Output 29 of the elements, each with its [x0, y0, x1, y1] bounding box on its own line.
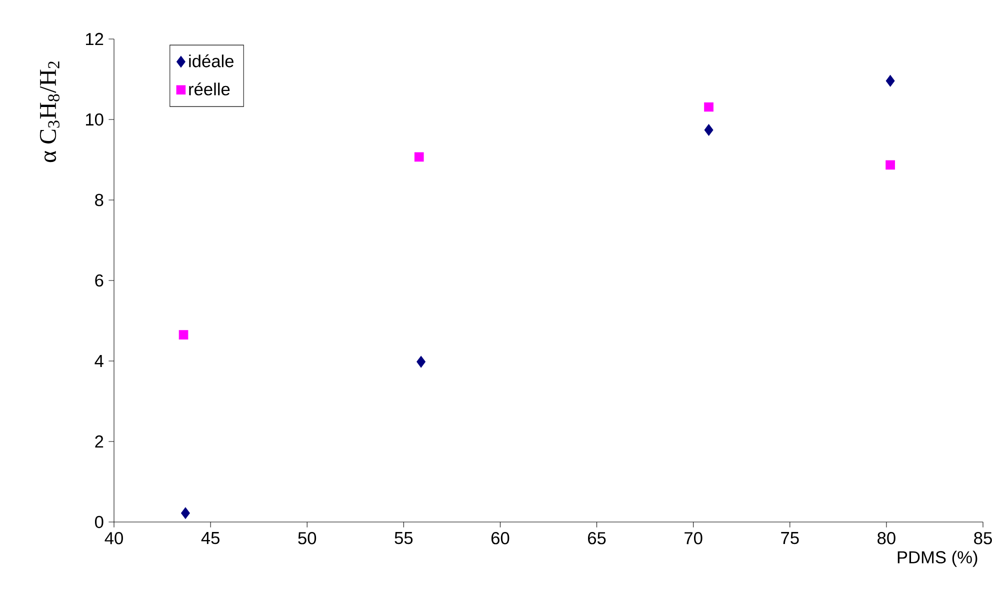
x-tick-label: 80	[878, 532, 896, 544]
x-tick-label: 65	[588, 532, 606, 544]
point	[414, 152, 424, 162]
legend-label: idéale	[189, 54, 234, 68]
x-tick-label: 60	[491, 532, 510, 544]
y-tick-label: 0	[94, 516, 104, 528]
y-axis-title: α C$_{3}$H$_{8}$/H$_{2}$	[40, 61, 60, 162]
x-tick-label: 75	[781, 532, 799, 544]
y-tick-label: 8	[95, 194, 104, 206]
y-tick-label: 12	[86, 32, 104, 46]
y-tick-label: 6	[95, 274, 104, 287]
y-tick-label: 10	[86, 113, 104, 126]
y-tick-label: 4	[94, 355, 104, 367]
x-axis-title: PDMS (%)	[898, 550, 978, 567]
x-tick-label: 50	[298, 532, 316, 544]
x-tick-label: 55	[394, 532, 413, 544]
legend-label: réelle	[189, 82, 230, 96]
x-tick-label: 85	[974, 532, 992, 544]
x-tick-label: 40	[104, 532, 123, 544]
x-tick-label: 45	[201, 532, 220, 544]
x-tick-label: 70	[684, 532, 702, 544]
point	[704, 124, 714, 136]
point	[180, 507, 190, 519]
point	[704, 102, 714, 112]
point	[886, 160, 895, 170]
point	[416, 356, 426, 368]
point	[178, 330, 188, 340]
point	[886, 74, 895, 87]
y-tick-label: 2	[95, 435, 104, 448]
